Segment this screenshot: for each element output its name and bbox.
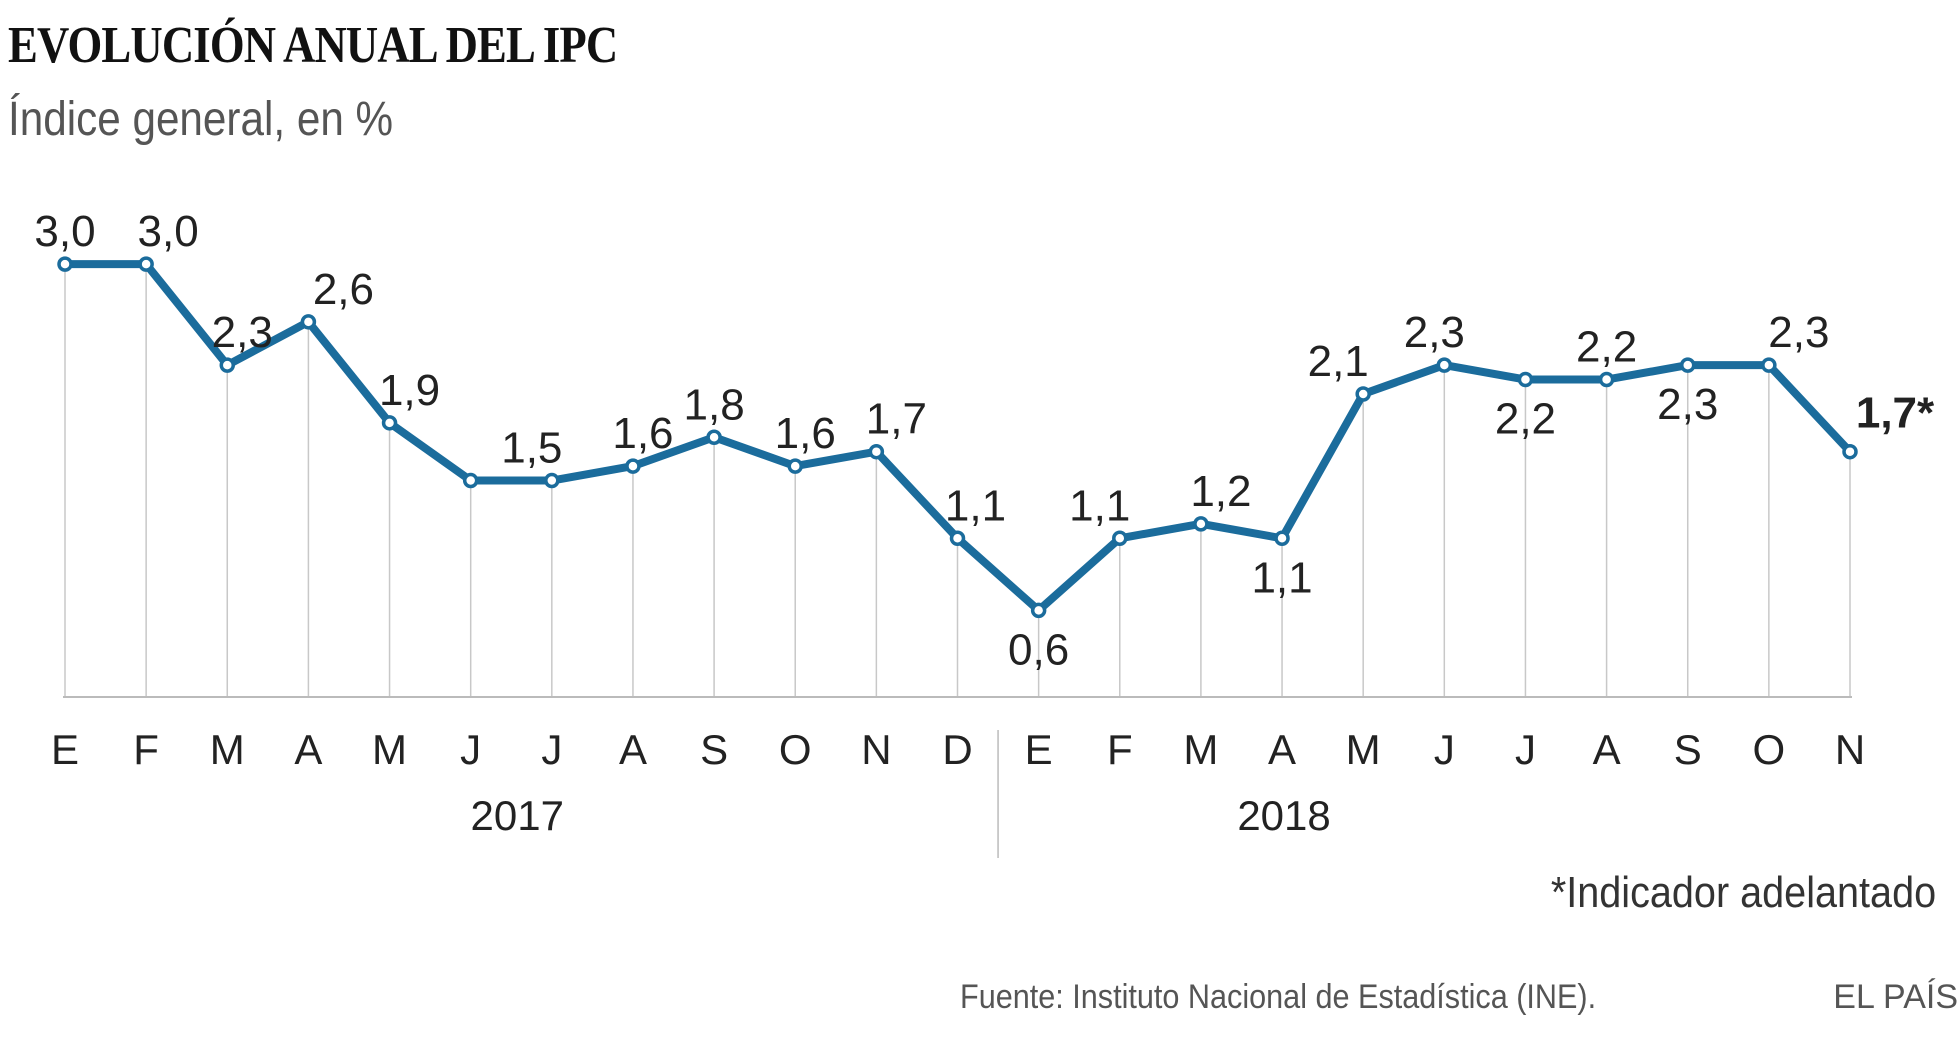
data-label: 1,2 — [1190, 467, 1251, 516]
data-point — [138, 256, 154, 272]
data-point — [868, 443, 885, 460]
data-label: 2,3 — [1404, 308, 1465, 357]
data-point — [219, 357, 236, 373]
data-point — [1842, 443, 1858, 460]
data-label: 2,6 — [313, 265, 374, 314]
data-label: 2,3 — [212, 308, 273, 357]
data-point — [1761, 357, 1777, 373]
x-tick-label: S — [1674, 726, 1702, 773]
data-label: 1,7* — [1856, 389, 1935, 438]
data-label: 1,5 — [501, 424, 562, 473]
data-label: 2,2 — [1576, 323, 1637, 372]
data-point — [625, 458, 641, 474]
x-tick-label: A — [294, 726, 322, 773]
data-point — [1112, 530, 1128, 547]
data-point — [544, 472, 560, 489]
data-point — [1355, 386, 1371, 402]
chart-title: EVOLUCIÓN ANUAL DEL IPC — [8, 17, 618, 74]
x-tick-label: F — [1107, 726, 1133, 773]
data-label: 0,6 — [1008, 625, 1069, 674]
data-point — [787, 458, 803, 474]
data-point — [1030, 602, 1047, 619]
data-point — [1193, 516, 1209, 532]
x-tick-label: F — [133, 726, 159, 773]
data-point — [300, 314, 317, 330]
data-label: 1,1 — [1069, 481, 1130, 530]
data-point — [462, 472, 479, 489]
x-tick-label: N — [861, 726, 891, 773]
x-tick-label: J — [460, 726, 481, 773]
x-tick-label: E — [51, 726, 79, 773]
data-label: 1,8 — [684, 380, 745, 429]
data-label: 1,1 — [945, 481, 1006, 530]
x-tick-label: D — [942, 726, 972, 773]
x-tick-label: M — [210, 726, 245, 773]
x-tick-label: M — [1346, 726, 1381, 773]
brand-logo: EL PAÍS — [1833, 978, 1958, 1016]
footnote: *Indicador adelantado — [1550, 868, 1936, 917]
data-label: 2,3 — [1657, 380, 1718, 429]
x-tick-label: A — [1268, 726, 1296, 773]
source-text: Fuente: Instituto Nacional de Estadístic… — [960, 978, 1597, 1016]
data-point — [1274, 530, 1290, 547]
x-tick-label: J — [1515, 726, 1536, 773]
x-tick-label: S — [700, 726, 728, 773]
data-point — [381, 415, 398, 431]
data-label: 1,6 — [775, 409, 836, 458]
data-label: 1,6 — [612, 409, 673, 458]
x-tick-label: O — [779, 726, 812, 773]
chart-subtitle: Índice general, en % — [8, 93, 394, 146]
data-label: 3,0 — [34, 207, 95, 256]
x-tick-label: O — [1753, 726, 1786, 773]
x-tick-label: A — [619, 726, 647, 773]
data-label: 2,2 — [1495, 395, 1556, 444]
data-point — [1436, 357, 1453, 373]
data-label: 1,1 — [1251, 553, 1312, 602]
data-label: 1,7 — [866, 395, 927, 444]
data-label: 2,3 — [1768, 308, 1829, 357]
year-label: 2018 — [1237, 792, 1330, 839]
data-point — [57, 256, 73, 272]
x-tick-label: M — [1183, 726, 1218, 773]
data-point — [1679, 357, 1696, 373]
x-tick-label: A — [1593, 726, 1621, 773]
x-tick-label: J — [541, 726, 562, 773]
x-tick-label: M — [372, 726, 407, 773]
data-point — [1598, 371, 1615, 388]
x-tick-label: N — [1835, 726, 1865, 773]
year-label: 2017 — [471, 792, 564, 839]
data-point — [949, 530, 966, 547]
data-point — [706, 429, 722, 446]
data-point — [1517, 371, 1534, 388]
data-label: 3,0 — [138, 207, 199, 256]
data-label: 2,1 — [1308, 337, 1369, 386]
x-tick-label: J — [1434, 726, 1455, 773]
x-tick-label: E — [1025, 726, 1053, 773]
data-label: 1,9 — [379, 366, 440, 415]
